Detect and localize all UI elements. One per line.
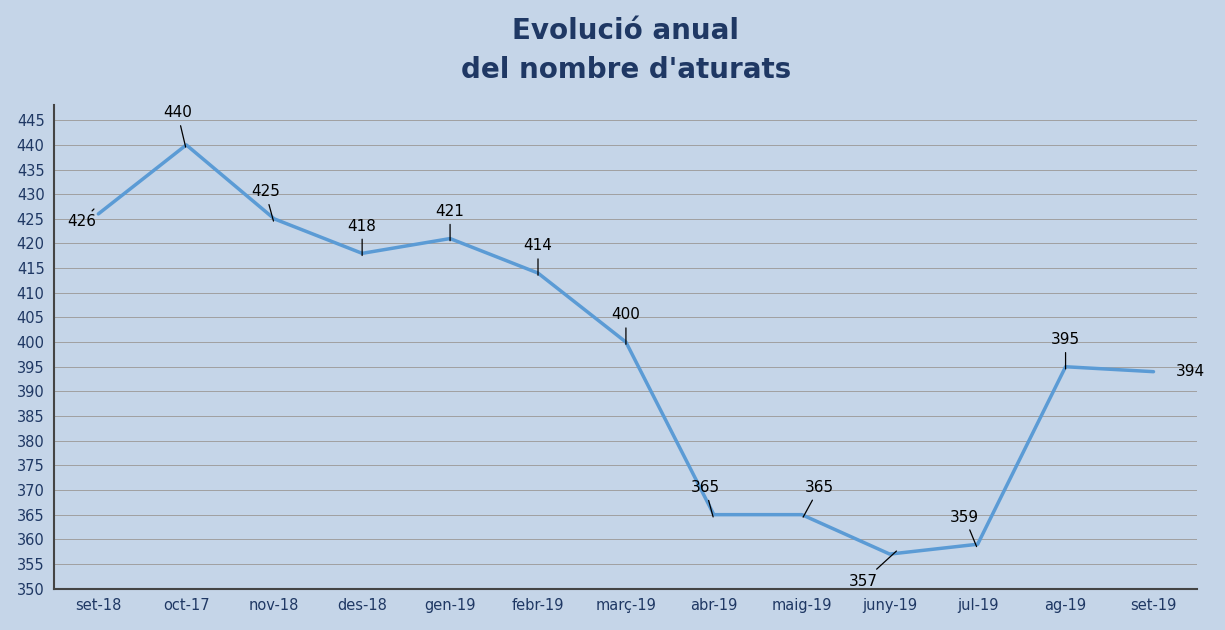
Text: 394: 394 xyxy=(1176,364,1204,379)
Title: Evolució anual
del nombre d'aturats: Evolució anual del nombre d'aturats xyxy=(461,16,791,84)
Text: 418: 418 xyxy=(348,219,376,256)
Text: 425: 425 xyxy=(251,184,279,221)
Text: 365: 365 xyxy=(691,480,719,517)
Text: 440: 440 xyxy=(163,105,192,147)
Text: 400: 400 xyxy=(611,307,641,344)
Text: 359: 359 xyxy=(949,510,979,547)
Text: 426: 426 xyxy=(67,209,97,229)
Text: 421: 421 xyxy=(436,204,464,241)
Text: 395: 395 xyxy=(1051,332,1080,369)
Text: 414: 414 xyxy=(523,238,552,275)
Text: 365: 365 xyxy=(804,480,834,517)
Text: 357: 357 xyxy=(849,551,897,589)
